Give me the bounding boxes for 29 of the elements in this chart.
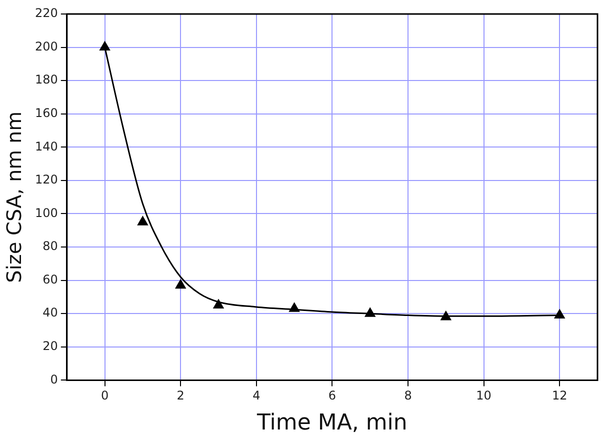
point xyxy=(440,311,451,320)
y-tick-label: 0 xyxy=(50,372,58,386)
point xyxy=(138,216,148,226)
y-tick-label: 20 xyxy=(42,339,58,354)
y-tick-label: 180 xyxy=(35,72,58,87)
point xyxy=(365,308,376,317)
point xyxy=(554,310,565,319)
x-tick-label: 10 xyxy=(476,388,492,403)
point xyxy=(289,302,300,312)
y-tick-label: 40 xyxy=(42,306,58,320)
x-tick-label: 0 xyxy=(100,388,109,403)
y-tick-label: 200 xyxy=(35,39,58,54)
x-axis-title: Time MA, min xyxy=(256,410,408,436)
x-tick-label: 2 xyxy=(176,388,184,403)
y-tick-label: 60 xyxy=(42,272,58,286)
y-tick-label: 100 xyxy=(35,206,58,220)
y-tick-label: 80 xyxy=(42,239,58,254)
point xyxy=(100,42,110,51)
x-tick-label: 12 xyxy=(552,388,568,403)
y-tick-label: 220 xyxy=(35,6,58,20)
x-tick-label: 4 xyxy=(252,388,260,403)
x-tick-label: 8 xyxy=(404,388,412,403)
x-tick-label: 6 xyxy=(328,388,336,403)
y-tick-label: 120 xyxy=(35,172,58,187)
y-axis-title: Size CSA, nm nm xyxy=(2,111,26,283)
point xyxy=(176,280,186,289)
point xyxy=(213,300,224,309)
y-tick-label: 140 xyxy=(35,139,58,154)
y-tick-label: 160 xyxy=(35,106,58,120)
